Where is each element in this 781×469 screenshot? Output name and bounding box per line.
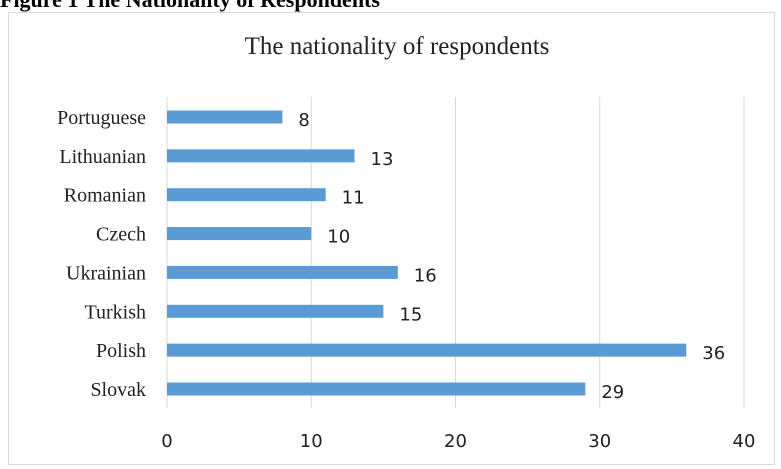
figure-caption: Figure 1 The Nationality of Respondents [0, 0, 380, 13]
data-label: 16 [414, 265, 437, 286]
bar [167, 265, 398, 279]
category-label: Ukrainian [66, 262, 146, 284]
bar [167, 188, 326, 202]
bar [167, 304, 384, 318]
x-tick-label: 20 [444, 431, 467, 452]
category-label: Turkish [84, 301, 146, 323]
data-label: 13 [371, 149, 394, 170]
data-labels: 8 13 11 10 16 15 36 29 [298, 110, 725, 403]
data-label: 8 [298, 110, 309, 131]
category-label: Polish [96, 340, 146, 362]
category-label: Lithuanian [59, 146, 146, 168]
x-tick-labels: 0 10 20 30 40 [161, 431, 755, 452]
x-tick-label: 0 [161, 431, 172, 452]
data-label: 36 [702, 343, 725, 364]
bar [167, 343, 687, 357]
category-label: Romanian [64, 185, 146, 207]
bar [167, 110, 283, 124]
bar [167, 382, 586, 396]
chart-frame [8, 12, 775, 465]
bar [167, 227, 312, 241]
gridlines [166, 97, 745, 408]
category-labels: Portuguese Lithuanian Romanian Czech Ukraini… [57, 107, 146, 401]
data-label: 29 [601, 382, 624, 403]
data-label: 15 [399, 304, 422, 325]
bars [167, 110, 687, 396]
x-tick-label: 40 [733, 431, 756, 452]
data-label: 11 [342, 188, 365, 209]
chart-title: The nationality of respondents [245, 33, 550, 60]
category-label: Slovak [90, 379, 146, 401]
category-label: Portuguese [57, 107, 146, 129]
category-label: Czech [96, 224, 146, 246]
bar [167, 149, 355, 163]
x-tick-label: 10 [300, 431, 323, 452]
data-label: 10 [327, 227, 350, 248]
x-tick-label: 30 [588, 431, 611, 452]
